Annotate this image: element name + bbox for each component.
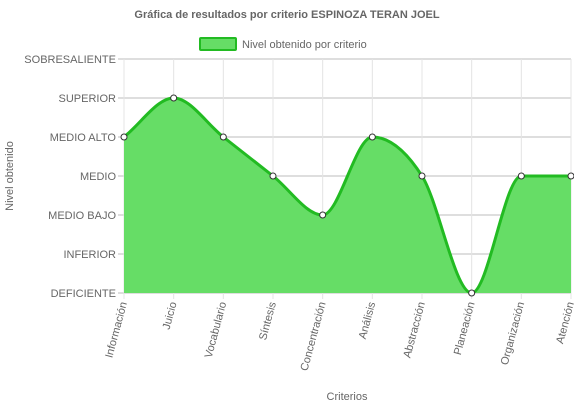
legend[interactable]: Nivel obtenido por criterio [199, 37, 367, 51]
y-tick-label: MEDIO BAJO [48, 210, 116, 222]
y-tick-label: SUPERIOR [59, 93, 117, 105]
data-point[interactable] [517, 172, 525, 180]
x-tick-label: Análisis [357, 300, 379, 340]
data-point[interactable] [368, 133, 376, 141]
data-point[interactable] [120, 133, 128, 141]
y-tick-label: SOBRESALIENTE [24, 54, 116, 66]
data-points [120, 94, 574, 297]
data-point[interactable] [269, 172, 277, 180]
y-tick-label: DEFICIENTE [51, 288, 116, 300]
data-point[interactable] [219, 133, 227, 141]
x-tick-label: Organización [499, 301, 527, 367]
data-point[interactable] [468, 289, 476, 297]
x-axis-title: Criterios [327, 391, 368, 403]
y-tick-label: MEDIO [80, 171, 117, 183]
legend-swatch [199, 37, 237, 51]
data-area [123, 96, 571, 295]
x-tick-label: Juicio [161, 301, 180, 331]
data-point[interactable] [418, 172, 426, 180]
y-axis-ticks: DEFICIENTE INFERIOR MEDIO BAJO MEDIO MEDIO A… [24, 54, 116, 300]
x-tick-label: Abstracción [401, 301, 427, 360]
y-tick-label: MEDIO ALTO [50, 132, 117, 144]
data-point[interactable] [567, 172, 574, 180]
y-axis-title: Nivel obtenido [4, 141, 16, 211]
x-tick-label: Concentración [299, 301, 329, 373]
data-point[interactable] [319, 211, 327, 219]
series-line [123, 96, 571, 295]
legend-label: Nivel obtenido por criterio [242, 39, 367, 51]
x-tick-label: Síntesis [257, 300, 279, 341]
x-axis-ticks: Información Juicio Vocabulario Síntesis Conc… [103, 300, 574, 372]
x-tick-label: Información [103, 301, 129, 360]
data-point[interactable] [170, 94, 178, 102]
y-tick-label: INFERIOR [63, 249, 116, 261]
chart-title: Gráfica de resultados por criterio ESPIN… [134, 9, 439, 21]
x-tick-label: Vocabulario [203, 301, 229, 360]
x-tick-label: Planeación [452, 301, 478, 357]
x-tick-label: Atención [554, 301, 574, 345]
series-area-fill [124, 98, 571, 293]
